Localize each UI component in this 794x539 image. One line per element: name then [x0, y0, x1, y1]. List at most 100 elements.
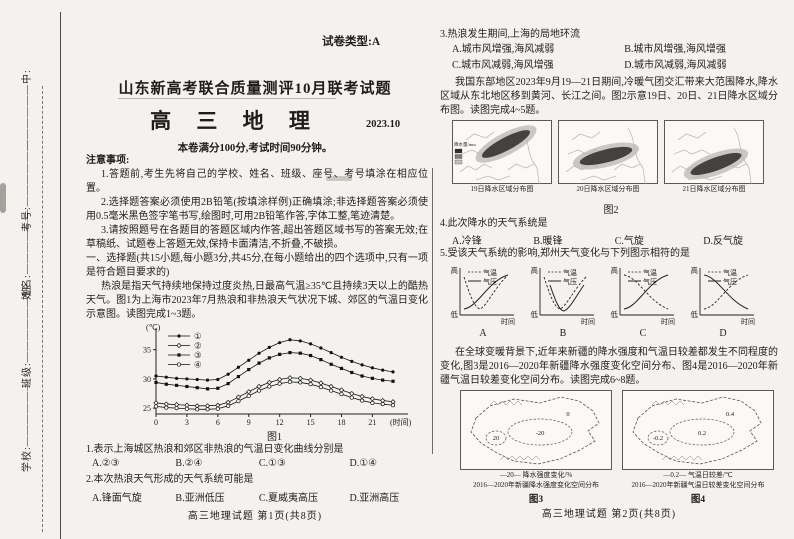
- option: A.锋面气旋: [92, 493, 142, 504]
- option: A.②③: [92, 458, 120, 469]
- q5-chart-D: 高低时间 气温 气压 D: [688, 261, 758, 339]
- svg-text:21: 21: [368, 418, 376, 427]
- title-underline-artifact: [118, 98, 336, 99]
- question-1-stem: 1.表示上海城区热浪和郊区非热浪的气温日变化曲线分别是: [86, 444, 344, 455]
- option: C.气旋: [614, 236, 644, 247]
- svg-text:②: ②: [194, 341, 202, 351]
- notes-block: 注意事项: 1.答题前,考生先将自己的学校、姓名、班级、座号、考号填涂在相应位置…: [86, 154, 428, 322]
- exam-date: 2023.10: [366, 119, 401, 130]
- figure2-panel-caption: 19日降水区域分布图: [470, 185, 534, 193]
- svg-text:(℃): (℃): [146, 323, 161, 332]
- question-4-options: A.冷锋 B.暖锋 C.气旋 D.反气旋: [452, 232, 774, 247]
- svg-text:高: 高: [451, 265, 459, 275]
- option: C.城市风减弱,海风增强: [452, 60, 554, 71]
- figure2-panel: 21日降水区域分布图: [664, 120, 764, 194]
- precipitation-map: [558, 120, 658, 184]
- svg-text:气压: 气压: [483, 277, 497, 286]
- precipitation-map: [664, 120, 764, 184]
- intro-questions-1-3: 热浪是指天气持续地保持过度炎热,日最高气温≥35℃且持续3天以上的酷热天气。图1…: [86, 281, 428, 320]
- option: D.①④: [349, 458, 378, 469]
- notice-item-1: 1.答题前,考生先将自己的学校、姓名、班级、座号、考号填涂在相应位置。: [86, 169, 428, 194]
- q5-chart-A: 高低时间 气温 气压 A: [448, 261, 518, 339]
- svg-text:气温: 气温: [483, 268, 497, 277]
- map-legend-line: —0.2— 气温日较差/℃: [663, 471, 733, 479]
- map-legend-line: —20— 降水强度变化/%: [499, 471, 573, 479]
- figure3-block: -20 20 0 —20— 降水强度变化/% 2016—2020年新疆降水强度变化空间分…: [460, 390, 612, 505]
- page1-footer: 高三地理试题 第1页(共8页): [187, 511, 323, 522]
- option: D.亚洲高压: [349, 493, 400, 504]
- figure-number: 图3: [528, 495, 544, 505]
- q5-chart-C: 高低时间 气温 气压 C: [608, 261, 678, 339]
- figure4-block: 0.2 -0.2 0.4 —0.2— 气温日较差/℃ 2016—2020年新疆气温日较差…: [622, 390, 774, 505]
- q5-chart-label: A: [479, 328, 487, 339]
- question-2-stem: 2.本次热浪天气形成的天气系统可能是: [86, 474, 254, 485]
- svg-text:气压: 气压: [563, 277, 577, 286]
- figure2-map-panels: 降水量/mm 19日降水区域分布图 20日降水区域分布图 21日降水区域分布图: [452, 120, 764, 194]
- scan-smudge: [0, 183, 6, 213]
- option: C.夏威夷高压: [258, 493, 318, 504]
- svg-text:高: 高: [531, 265, 539, 275]
- question-4-stem: 4.此次降水的天气系统是: [440, 218, 548, 229]
- seal-dashed-line: [42, 86, 43, 532]
- svg-text:6: 6: [216, 418, 220, 427]
- precip-intensity-change-map: -20 20 0: [460, 390, 612, 470]
- q5-chart-label: B: [559, 328, 567, 339]
- svg-text:3: 3: [185, 418, 189, 427]
- option: B.亚洲低压: [175, 493, 225, 504]
- q5-chart-label: D: [719, 328, 727, 339]
- paper-type-label: 试卷类型:A: [322, 36, 381, 48]
- seal-field-number: 考号:——————: [22, 140, 33, 232]
- page2-footer: 高三地理试题 第2页(共8页): [541, 509, 677, 520]
- svg-text:时间: 时间: [501, 317, 515, 326]
- scan-smudge: [326, 176, 352, 181]
- seal-solid-line: [60, 12, 61, 539]
- svg-text:气压: 气压: [643, 277, 657, 286]
- option: C.①③: [258, 458, 286, 469]
- figure3-figure4-maps: -20 20 0 —20— 降水强度变化/% 2016—2020年新疆降水强度变化空间分…: [460, 390, 774, 505]
- svg-text:30: 30: [143, 375, 151, 384]
- option: B.城市风增强,海风增强: [624, 44, 726, 55]
- svg-text:35: 35: [143, 346, 151, 355]
- svg-text:③: ③: [194, 350, 202, 360]
- svg-text:气压: 气压: [723, 277, 737, 286]
- svg-text:①: ①: [194, 331, 202, 341]
- svg-text:时间: 时间: [741, 317, 755, 326]
- figure2-panel-caption: 21日降水区域分布图: [682, 185, 746, 193]
- seal-field-school-suffix: ——————中:: [22, 69, 33, 150]
- question-1-options: A.②③ B.②④ C.①③ D.①④: [92, 458, 422, 469]
- svg-text:-0.2: -0.2: [653, 435, 663, 442]
- seal-field-class: 班级:——————班: [22, 285, 33, 388]
- figure1-caption: 图1: [267, 432, 282, 443]
- svg-text:时间: 时间: [661, 317, 675, 326]
- svg-text:低: 低: [611, 309, 619, 319]
- option: B.②④: [175, 458, 203, 469]
- svg-text:气温: 气温: [643, 268, 657, 277]
- svg-text:15: 15: [307, 418, 315, 427]
- exam-title: 山东新高考联合质量测评10月联考试题: [118, 81, 392, 97]
- score-line: 本卷满分100分,考试时间90分钟。: [177, 143, 333, 154]
- svg-text:高: 高: [611, 265, 619, 275]
- page-fold-line: [432, 168, 433, 454]
- figure-number: 图4: [690, 495, 706, 505]
- svg-text:低: 低: [531, 309, 539, 319]
- notice-item-3: 3.请按照题号在各题目的答题区域内作答,超出答题区域书写的答案无效;在草稿纸、试…: [86, 225, 428, 250]
- section1-heading: 一、选择题(共15小题,每小题3分,共45分,在每小题给出的四个选项中,只有一项…: [86, 253, 428, 278]
- svg-text:12: 12: [276, 418, 284, 427]
- question-3-options: A.城市风增强,海风减弱 B.城市风增强,海风增强 C.城市风减弱,海风增强 D.城市…: [452, 43, 774, 72]
- map-caption-line: 2016—2020年新疆降水强度变化空间分布: [473, 481, 599, 489]
- figure2-caption: 图2: [603, 205, 619, 216]
- svg-text:-20: -20: [536, 430, 545, 437]
- svg-text:0: 0: [154, 418, 158, 427]
- svg-text:20: 20: [493, 435, 500, 442]
- precipitation-map: 降水量/mm: [452, 120, 552, 184]
- temp-range-change-map: 0.2 -0.2 0.4: [622, 390, 774, 470]
- notice-item-2: 2.选择题答案必须使用2B铅笔(按填涂样例)正确填涂;非选择题答案必须使用0.5…: [86, 197, 428, 222]
- svg-text:低: 低: [451, 309, 459, 319]
- svg-text:低: 低: [691, 309, 699, 319]
- subject-title: 高 三 地 理: [150, 109, 320, 133]
